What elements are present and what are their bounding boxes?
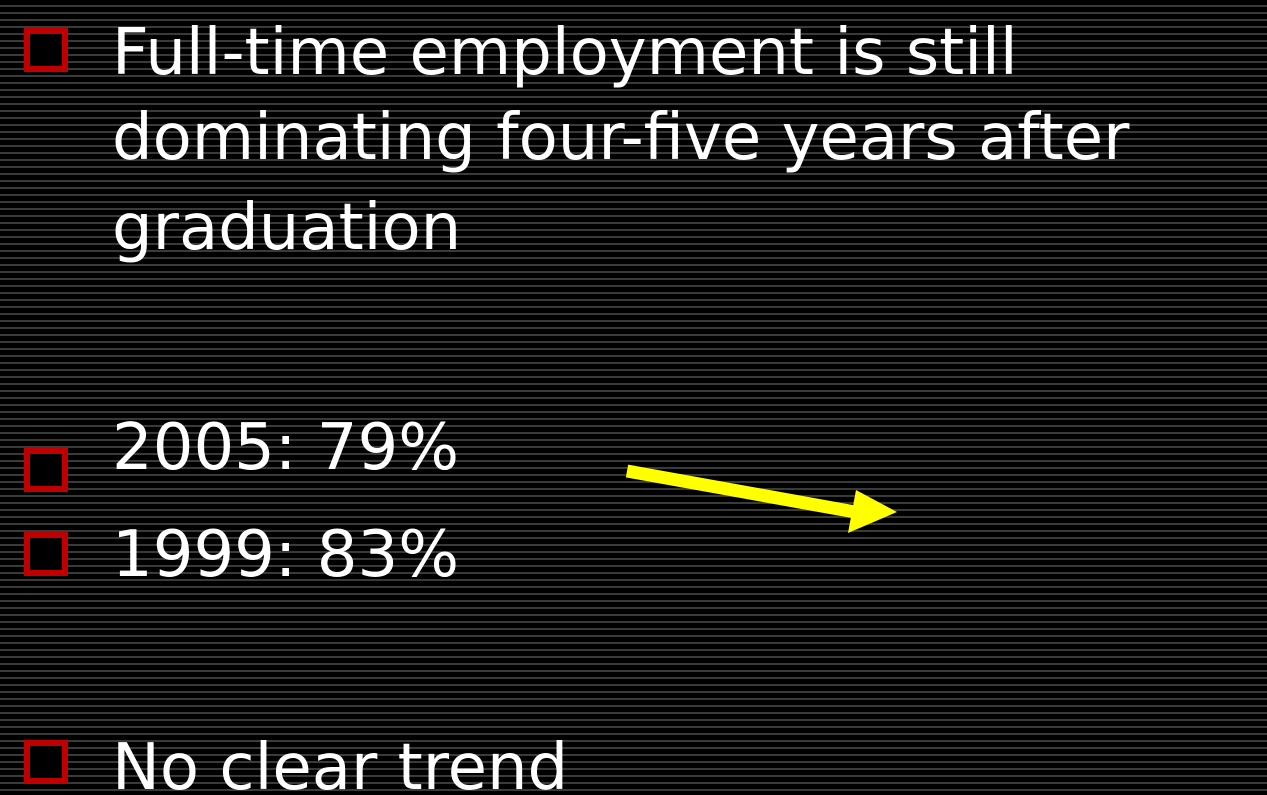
arrow-head [848,490,897,533]
bullet-marker [24,532,68,576]
bullet-text: dominating four-five years after [112,101,1130,175]
bullet-text: Full-time employment is still [112,16,1018,90]
bullet-text: 2005: 79% [112,411,460,485]
arrow-shaft [625,464,857,519]
bullet-text: graduation [112,191,462,265]
bullet-text: No clear trend [112,731,569,795]
bullet-marker [24,740,68,784]
bullet-marker [24,28,68,72]
bullet-marker [24,448,68,492]
bullet-text: 1999: 83% [112,518,460,592]
